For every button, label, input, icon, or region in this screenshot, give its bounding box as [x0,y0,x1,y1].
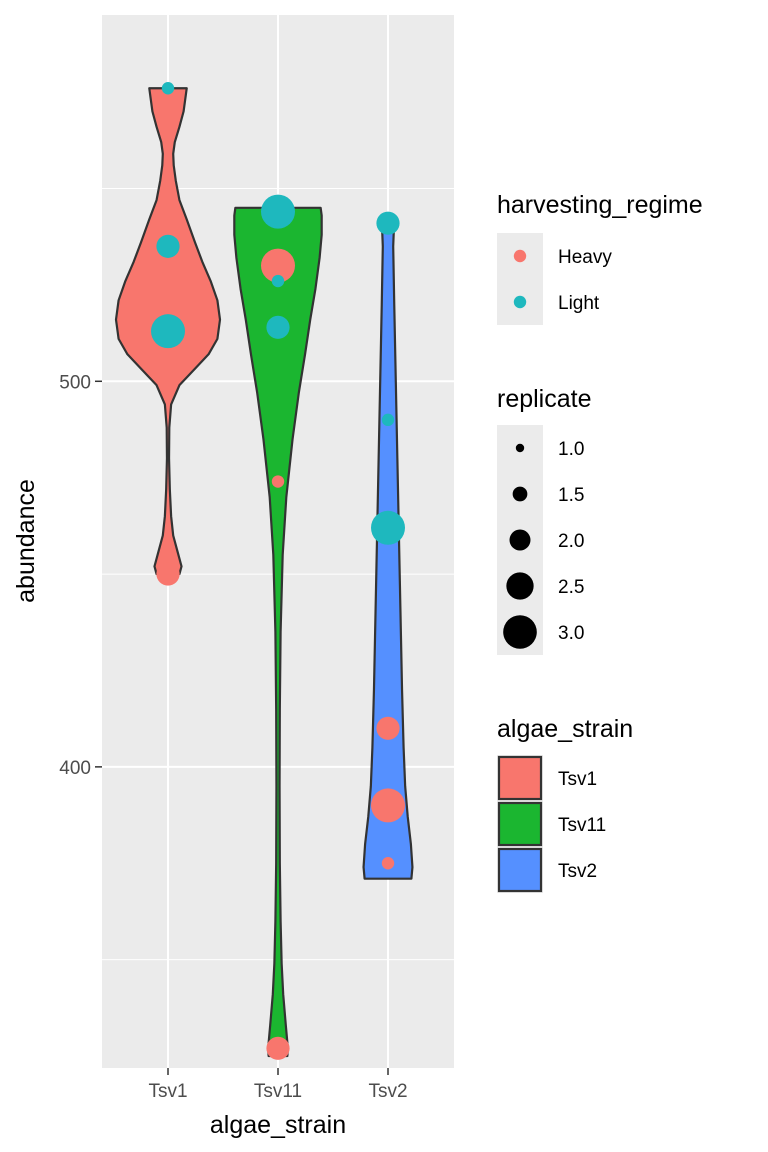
legend-title-algae-strain: algae_strain [497,715,633,743]
x-tick-label-tsv1: Tsv1 [148,1081,187,1102]
point-tsv11-heavy-5 [261,248,295,283]
point-tsv2-heavy-14 [371,788,405,823]
legend-replicate-label-3: 2.5 [558,577,584,598]
point-tsv11-heavy-8 [271,475,285,488]
point-tsv11-light-7 [266,315,290,339]
legend-strain-label-tsv2: Tsv2 [558,861,597,882]
point-tsv2-light-10 [376,211,400,235]
legend-strain-key-tsv2 [497,847,543,893]
y-axis-title: abundance [12,479,40,603]
legend-keys-algae-strain: Tsv1 Tsv11 Tsv2 [497,755,606,893]
x-tick-label-tsv2: Tsv2 [368,1081,407,1102]
legend-replicate-label-2: 2.0 [558,531,584,552]
legend-key-heavy [513,249,527,263]
data-points [151,82,405,1060]
legend-replicate: replicate 1.0 1.5 2.0 2.5 3.0 [497,385,592,655]
legend-replicate-key-4 [503,615,537,649]
legend-key-light [513,295,527,309]
legend-title-replicate: replicate [497,385,592,413]
legend-strain-key-tsv11 [497,801,543,847]
y-tick-label-500: 500 [59,372,91,393]
legend-replicate-label-0: 1.0 [558,439,584,460]
legend-algae-strain: algae_strain Tsv1 Tsv11 Tsv2 [497,715,633,893]
y-tick-label-400: 400 [59,758,91,779]
legend-keys-replicate: 1.0 1.5 2.0 2.5 3.0 [497,425,584,655]
legend-replicate-key-3 [506,572,534,600]
legend-strain-key-tsv1 [497,755,543,801]
point-tsv2-heavy-15 [381,857,395,870]
point-tsv1-light-1 [156,234,180,258]
legend-label-light: Light [558,293,600,314]
legend-replicate-key-0 [515,443,525,453]
legend-title-harvesting-regime: harvesting_regime [497,191,703,219]
legend-replicate-key-2 [509,529,531,551]
point-tsv11-light-6 [271,274,285,288]
point-tsv2-light-11 [381,413,395,427]
point-tsv1-heavy-3 [156,562,180,586]
legend-strain-label-tsv1: Tsv1 [558,769,597,790]
x-tick-label-tsv11: Tsv11 [254,1081,302,1102]
legend-replicate-label-4: 3.0 [558,623,584,644]
violin-tsv11 [233,206,323,1058]
point-tsv2-heavy-13 [376,716,400,740]
x-axis-title: algae_strain [210,1111,346,1139]
legend-replicate-label-1: 1.5 [558,485,584,506]
legend-keys-harvesting-regime: Heavy Light [497,233,612,325]
point-tsv1-light-0 [161,82,175,95]
legend-harvesting-regime: harvesting_regime Heavy Light [497,191,703,325]
legend-replicate-key-1 [512,486,528,502]
legend-label-heavy: Heavy [558,247,612,268]
point-tsv11-heavy-9 [266,1036,290,1060]
point-tsv2-light-12 [371,510,405,545]
point-tsv1-light-2 [151,314,185,349]
legend-strain-label-tsv11: Tsv11 [558,815,606,836]
axes: 400 500 Tsv1 Tsv11 Tsv2 [59,372,407,1102]
point-tsv11-light-4 [261,194,295,229]
